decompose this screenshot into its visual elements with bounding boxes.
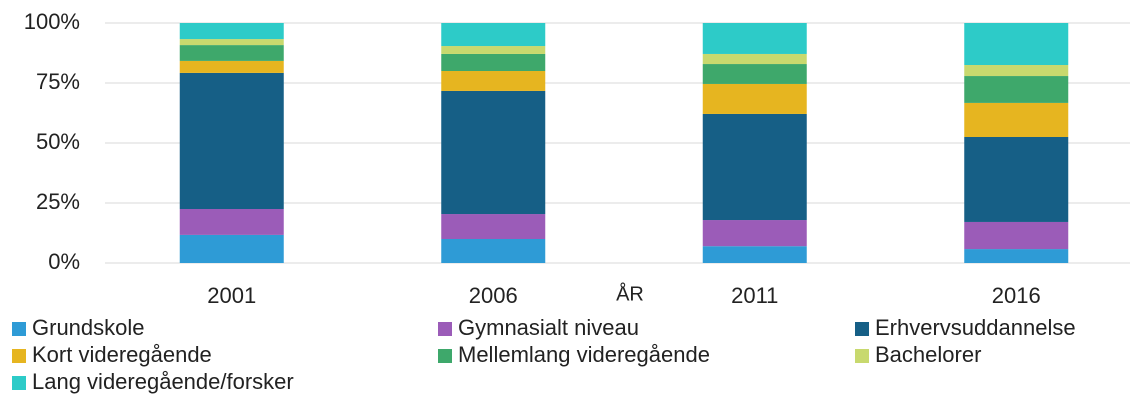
x-tick-label: 2006 bbox=[469, 283, 518, 308]
legend-swatch bbox=[12, 322, 26, 336]
legend-label: Erhvervsuddannelse bbox=[875, 315, 1076, 340]
bar-segment bbox=[441, 90, 546, 215]
bar-segment bbox=[179, 209, 284, 235]
bar-segment bbox=[702, 220, 807, 247]
bar-segment bbox=[441, 53, 546, 71]
bar-segment bbox=[179, 23, 284, 40]
bar-segment bbox=[179, 234, 284, 263]
bar-segment bbox=[702, 23, 807, 54]
bar-segment bbox=[964, 23, 1069, 65]
legend-label: Gymnasialt niveau bbox=[458, 315, 639, 340]
y-tick-label: 25% bbox=[36, 189, 80, 214]
legend-label: Grundskole bbox=[32, 315, 145, 340]
y-tick-label: 0% bbox=[48, 249, 80, 274]
bar-segment bbox=[179, 39, 284, 46]
legend-swatch bbox=[855, 349, 869, 363]
bar-segment bbox=[179, 60, 284, 73]
bar-segment bbox=[964, 65, 1069, 77]
bar-segment bbox=[702, 64, 807, 84]
legend-swatch bbox=[438, 322, 452, 336]
legend-label: Mellemlang videregående bbox=[458, 342, 710, 367]
bar-segment bbox=[702, 83, 807, 114]
bar-segment bbox=[441, 46, 546, 54]
bar-segment bbox=[964, 102, 1069, 137]
legend-swatch bbox=[438, 349, 452, 363]
bar-segment bbox=[702, 53, 807, 65]
y-tick-label: 50% bbox=[36, 129, 80, 154]
bar-segment bbox=[441, 239, 546, 263]
legend-swatch bbox=[12, 376, 26, 390]
bar-segment bbox=[702, 113, 807, 221]
legend-label: Kort videregående bbox=[32, 342, 212, 367]
y-tick-label: 75% bbox=[36, 69, 80, 94]
bar-segment bbox=[441, 23, 546, 47]
bar-segment bbox=[179, 45, 284, 61]
bar-segment bbox=[179, 72, 284, 209]
bar-segment bbox=[964, 76, 1069, 103]
bar-segment bbox=[964, 249, 1069, 263]
legend-label: Bachelorer bbox=[875, 342, 981, 367]
bar-segment bbox=[964, 221, 1069, 250]
legend-swatch bbox=[12, 349, 26, 363]
bar-segment bbox=[964, 137, 1069, 222]
legend-label: Lang videregående/forsker bbox=[32, 369, 294, 394]
x-tick-label: 2001 bbox=[207, 283, 256, 308]
x-tick-label: 2011 bbox=[731, 283, 778, 308]
x-tick-label: 2016 bbox=[992, 283, 1041, 308]
bar-segment bbox=[441, 71, 546, 91]
y-tick-label: 100% bbox=[24, 9, 80, 34]
x-axis-label: ÅR bbox=[616, 282, 644, 305]
legend-swatch bbox=[855, 322, 869, 336]
bar-segment bbox=[441, 214, 546, 239]
bar-segment bbox=[702, 246, 807, 263]
